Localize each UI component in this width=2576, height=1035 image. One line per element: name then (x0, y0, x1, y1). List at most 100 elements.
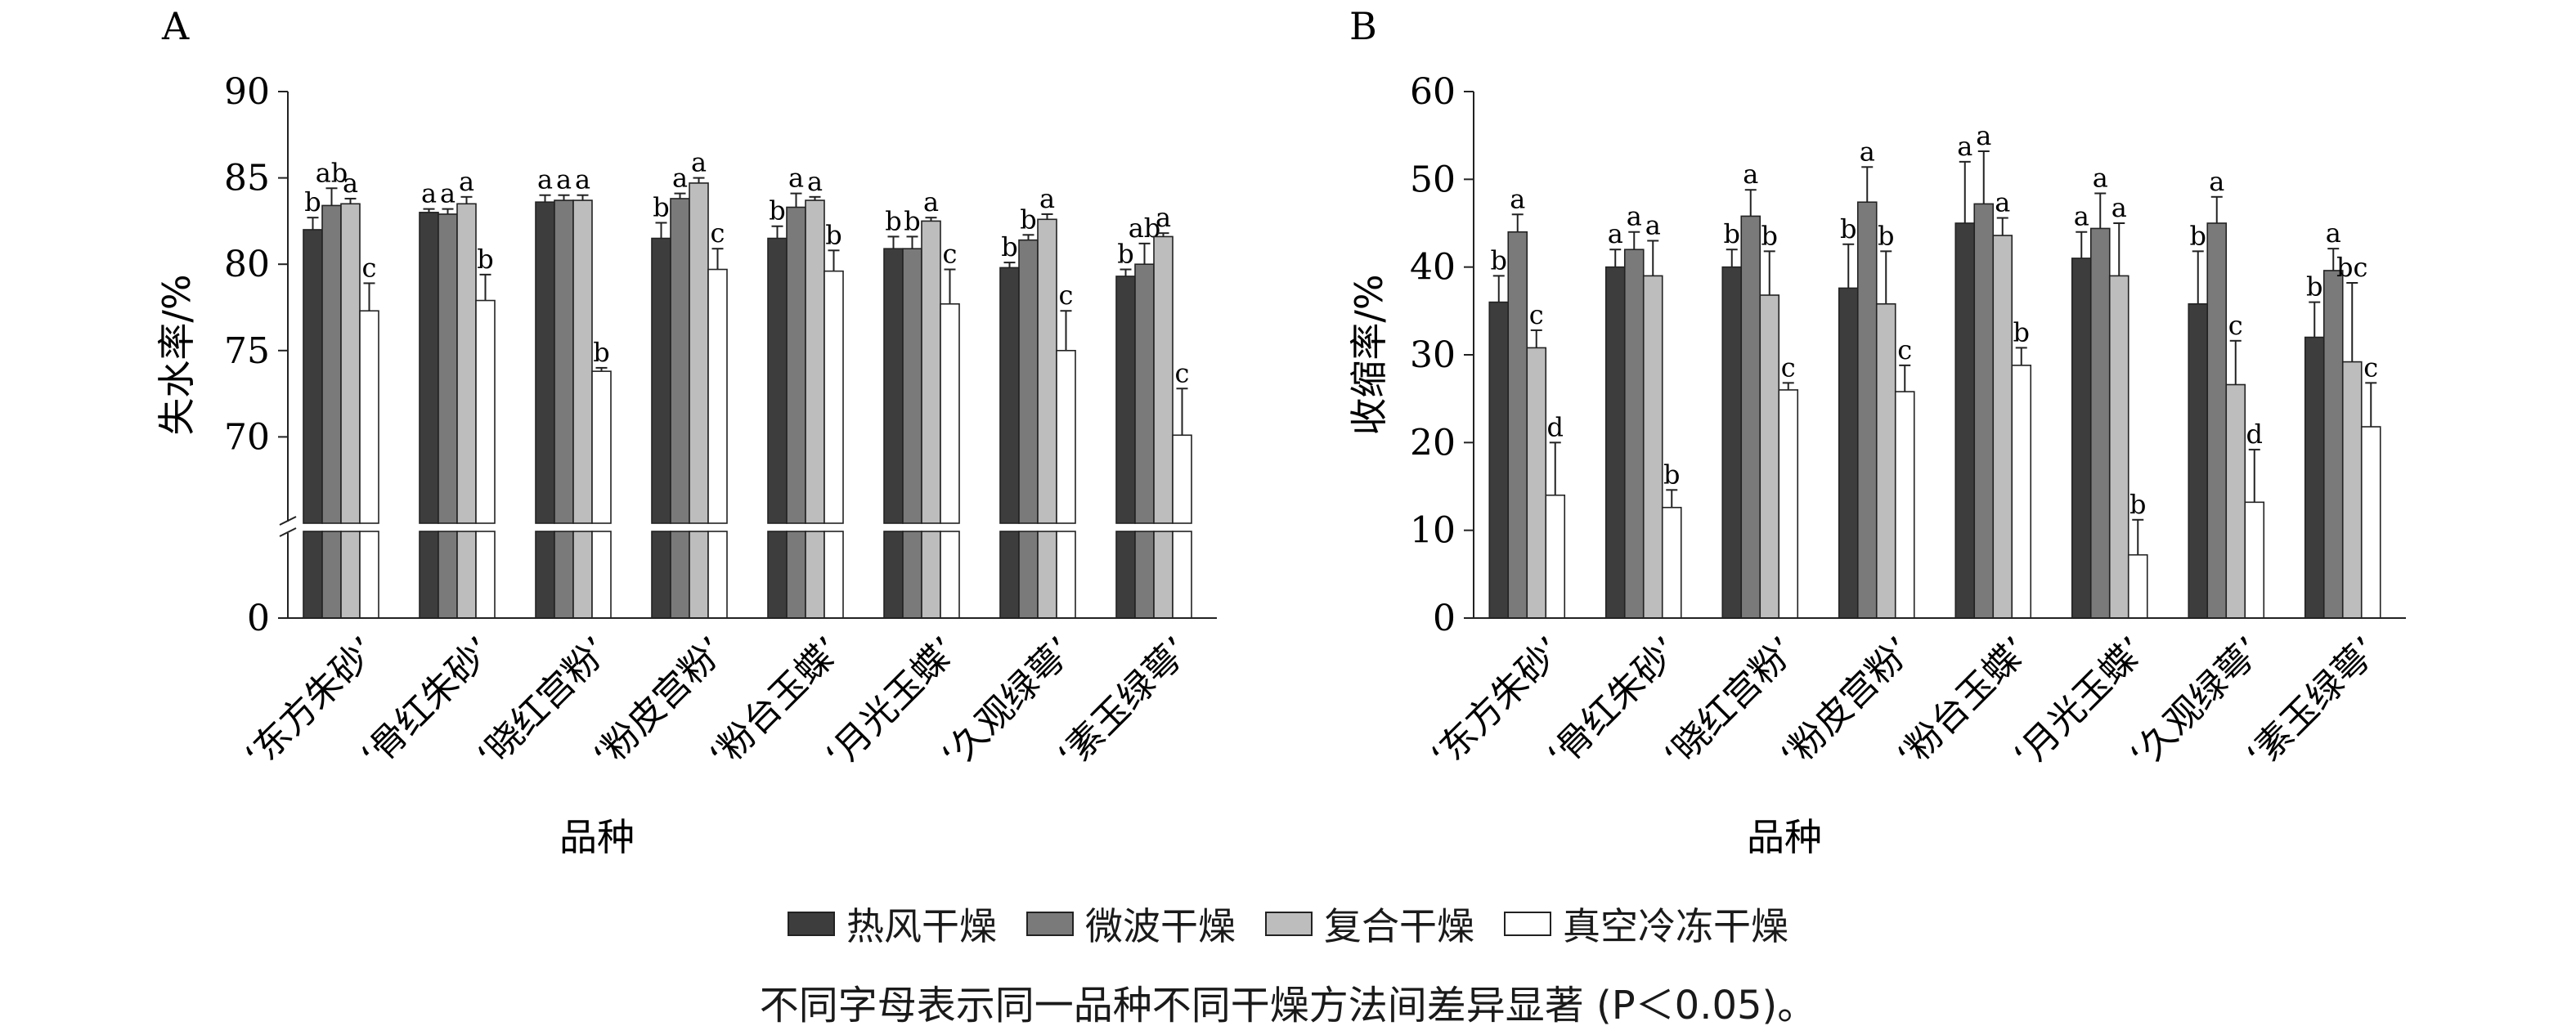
bar (1623, 249, 1645, 619)
bar (999, 267, 1020, 524)
significance-letter: bc (2336, 252, 2367, 283)
legend-label-combined: 复合干燥 (1324, 904, 1474, 948)
significance-letter: c (1059, 280, 1074, 311)
significance-letter: c (362, 252, 377, 283)
bar-lower (359, 531, 379, 619)
significance-letter: b (1020, 204, 1036, 235)
x-axis-label: 品种 (1747, 815, 1822, 859)
bar (786, 206, 806, 524)
bar (2225, 383, 2246, 619)
significance-letter: a (1995, 187, 2010, 218)
legend-item-microwave: 微波干燥 (1026, 897, 1236, 951)
bar (1134, 263, 1155, 524)
significance-letter: c (711, 217, 725, 249)
bar (340, 203, 361, 524)
legend-swatch-microwave (1026, 912, 1074, 936)
y-tick-label: 50 (1410, 159, 1456, 200)
y-axis-label: 失水率/% (155, 274, 199, 435)
significance-letter: a (440, 178, 456, 209)
significance-letter: a (1627, 201, 1642, 232)
significance-letter: a (556, 164, 572, 195)
bar (824, 270, 844, 524)
bar-lower (999, 531, 1020, 619)
bar-lower (321, 531, 342, 619)
bar (1153, 235, 1174, 524)
bar-lower (689, 531, 709, 619)
significance-letter: a (1156, 202, 1171, 233)
bar-lower (475, 531, 496, 619)
bar (1954, 222, 1976, 619)
bar (883, 248, 904, 524)
significance-letter: a (343, 168, 358, 199)
panel-label: A (161, 4, 190, 48)
significance-letter: a (1608, 218, 1623, 249)
legend-item-combined: 复合干燥 (1265, 897, 1474, 951)
bar-lower (902, 531, 922, 619)
bar-lower (1134, 531, 1155, 619)
bar (767, 237, 788, 524)
significance-letter: a (2093, 163, 2108, 194)
significance-letter: a (1510, 183, 1525, 214)
significance-letter: a (1860, 136, 1875, 167)
legend-swatch-freeze (1504, 912, 1551, 936)
bar (419, 212, 439, 524)
bar-lower (1056, 531, 1076, 619)
bar (1778, 389, 1799, 619)
bar-lower (1115, 531, 1136, 619)
bar (670, 198, 690, 524)
panel-label: B (1349, 4, 1377, 48)
bar-lower (786, 531, 806, 619)
significance-letter: a (537, 164, 553, 195)
bar (2089, 227, 2111, 619)
significance-letter: b (2306, 271, 2322, 302)
bar (707, 268, 728, 524)
bar (1507, 231, 1528, 619)
significance-letter: a (691, 147, 707, 178)
y-tick-label: 70 (224, 416, 270, 458)
significance-letter: b (1663, 459, 1680, 490)
bar (1894, 391, 1915, 619)
bar (535, 201, 555, 524)
significance-letter: c (1529, 299, 1544, 330)
legend-label-freeze: 真空冷冻干燥 (1563, 904, 1788, 948)
bar (1018, 239, 1039, 524)
bar-lower (1153, 531, 1174, 619)
y-tick-label: 80 (224, 244, 270, 285)
bar (1721, 266, 1743, 619)
significance-letter: a (2074, 201, 2089, 232)
significance-letter: c (1897, 334, 1912, 365)
bar (2071, 258, 2092, 619)
y-tick-label: 20 (1410, 422, 1456, 464)
significance-letter: b (2190, 220, 2206, 251)
significance-letter: b (477, 244, 493, 275)
x-axis-label: 品种 (559, 815, 635, 859)
bar-lower (1018, 531, 1039, 619)
bar-lower (572, 531, 593, 619)
significance-letter: d (2246, 419, 2263, 450)
legend-swatch-hot-air (788, 912, 835, 936)
bar (475, 299, 496, 524)
bar (1642, 275, 1663, 619)
bar-lower (303, 531, 323, 619)
legend-label-microwave: 微波干燥 (1085, 904, 1236, 948)
significance-letter: c (943, 239, 958, 270)
figure-caption: 不同字母表示同一品种不同干燥方法间差异显著 (P＜0.05)。 (759, 983, 1817, 1028)
significance-letter: b (1001, 231, 1017, 262)
bar-lower (651, 531, 671, 619)
bar-lower (707, 531, 728, 619)
bar (1992, 235, 2013, 619)
bar (2322, 270, 2344, 619)
bar (1838, 287, 1859, 619)
significance-letter: a (459, 166, 474, 197)
bar (1875, 302, 1896, 619)
significance-letter: a (1957, 131, 1972, 162)
bar (689, 182, 709, 524)
y-tick-label: 0 (247, 598, 270, 639)
bar (940, 302, 960, 524)
significance-letter: b (653, 192, 669, 223)
y-axis-label: 收缩率/% (1347, 274, 1391, 435)
significance-letter: b (825, 219, 841, 250)
bar (1526, 347, 1547, 619)
bar (1856, 201, 1878, 619)
legend-item-hot-air: 热风干燥 (788, 897, 997, 951)
